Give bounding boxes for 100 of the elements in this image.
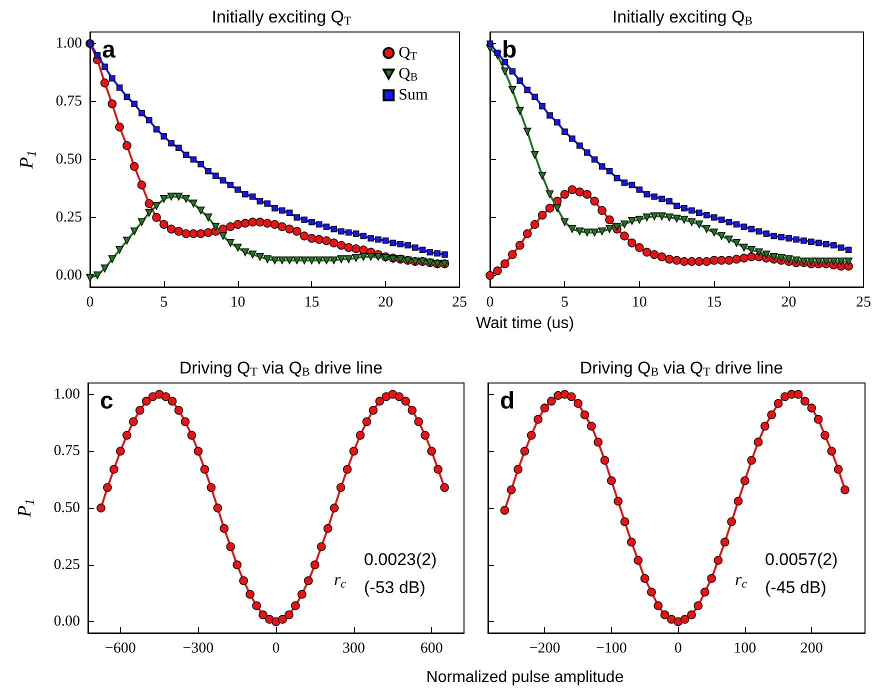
point	[315, 256, 323, 264]
point	[523, 128, 532, 136]
point	[820, 430, 830, 440]
point	[434, 464, 442, 474]
point	[814, 258, 823, 266]
point	[135, 406, 144, 415]
point	[227, 182, 234, 188]
point	[486, 40, 494, 47]
point	[115, 122, 124, 132]
point	[94, 52, 101, 58]
point	[538, 172, 546, 180]
point	[182, 152, 190, 158]
point	[794, 390, 803, 399]
y-tick-label: 0.50	[54, 500, 80, 516]
point	[770, 252, 778, 261]
point	[816, 240, 822, 246]
y-tick-label: 0.25	[54, 556, 80, 573]
point	[672, 256, 682, 265]
x-tick-label: 5	[160, 294, 168, 310]
x-tick-label: 20	[781, 294, 796, 310]
point	[762, 250, 770, 258]
point	[754, 438, 763, 446]
point	[278, 256, 286, 264]
point	[294, 214, 300, 221]
point	[756, 228, 762, 235]
point	[314, 235, 324, 244]
point	[774, 399, 783, 408]
point	[278, 614, 287, 624]
point	[174, 226, 184, 236]
point	[360, 232, 367, 240]
point	[256, 218, 264, 226]
point	[204, 228, 213, 237]
point	[526, 430, 536, 440]
point	[642, 214, 651, 222]
point	[710, 214, 718, 221]
annotation: d	[500, 388, 515, 414]
point	[258, 610, 268, 620]
point	[346, 229, 352, 236]
point	[726, 218, 732, 226]
x-axis-title: Normalized pulse amplitude	[425, 669, 625, 687]
point	[196, 229, 206, 238]
x-tick-label: 0	[674, 640, 682, 656]
point	[680, 257, 689, 266]
point	[620, 232, 629, 240]
point	[322, 236, 331, 246]
y-tick-label: 0.75	[56, 94, 82, 110]
point	[575, 188, 584, 196]
point	[614, 496, 623, 506]
point	[291, 601, 300, 610]
point	[822, 258, 830, 266]
point	[198, 160, 204, 168]
point	[145, 208, 154, 217]
point	[262, 218, 272, 228]
point	[264, 200, 271, 207]
point	[442, 251, 448, 258]
point	[665, 214, 674, 222]
point	[137, 180, 146, 190]
point	[560, 190, 570, 199]
point	[834, 464, 843, 474]
point	[308, 256, 316, 264]
point	[330, 226, 338, 232]
point	[194, 446, 203, 456]
point	[241, 248, 250, 256]
point	[278, 207, 286, 214]
point	[336, 483, 346, 492]
point	[747, 252, 756, 262]
x-tick-label: 10	[632, 294, 647, 310]
point	[109, 75, 116, 82]
point	[740, 244, 748, 252]
point	[844, 258, 852, 266]
point	[506, 485, 516, 494]
point	[390, 240, 396, 246]
point	[189, 229, 198, 238]
point	[620, 517, 630, 526]
point	[233, 220, 242, 229]
point	[568, 185, 577, 194]
point	[840, 485, 850, 494]
point	[516, 78, 524, 84]
point	[102, 64, 108, 70]
point	[401, 396, 410, 406]
point	[286, 210, 293, 216]
point	[724, 256, 734, 265]
point	[226, 239, 234, 247]
point	[160, 220, 168, 229]
point	[286, 256, 294, 264]
point	[748, 226, 755, 232]
point	[284, 610, 294, 620]
point	[130, 227, 138, 236]
point	[138, 218, 146, 226]
point	[514, 464, 522, 474]
point	[667, 614, 676, 624]
point	[658, 196, 665, 202]
point	[808, 238, 814, 245]
point	[307, 234, 316, 243]
point	[397, 240, 404, 248]
point	[515, 240, 524, 250]
point	[116, 84, 123, 91]
x-tick-label: 0	[272, 640, 280, 656]
point	[547, 396, 556, 406]
point	[727, 517, 736, 526]
